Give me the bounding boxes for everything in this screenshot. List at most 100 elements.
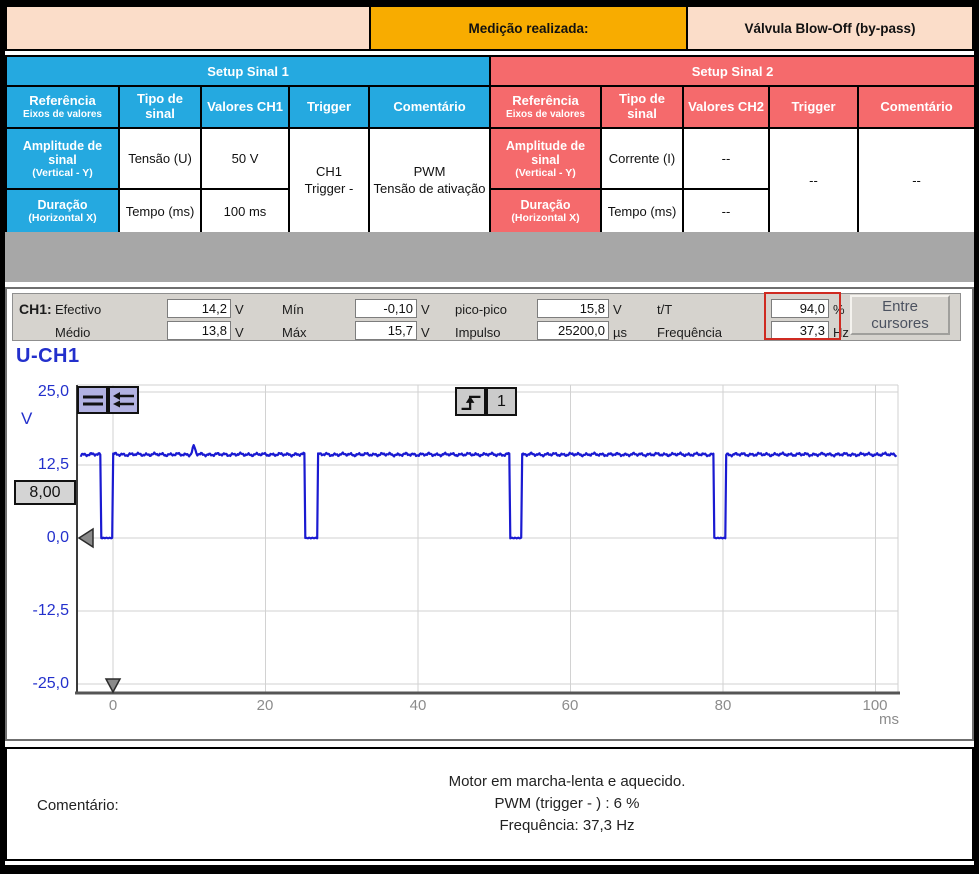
freq-label: Frequência — [657, 325, 723, 340]
measurement-label-cell: Medição realizada: — [369, 5, 688, 51]
setup2-comentario-cell: -- — [856, 127, 977, 234]
frame-left — [0, 0, 5, 874]
setup1-col-valores: Valores CH1 — [200, 85, 290, 129]
setup2-col-referencia: Referência Eixos de valores — [489, 85, 602, 129]
setup2-col-ref-main: Referência — [512, 92, 579, 108]
setup2-col-tipo: Tipo de sinal — [600, 85, 684, 129]
frame-right — [974, 0, 979, 874]
medio-value-field: 13,8 — [167, 321, 231, 340]
measurement-label: Medição realizada: — [468, 20, 589, 36]
comment-line-2: PWM (trigger - ) : 6 % — [494, 795, 640, 812]
max-value-field: 15,7 — [355, 321, 417, 340]
impulso-value-field: 25200,0 — [537, 321, 609, 340]
min-label: Mín — [282, 302, 304, 317]
trigger-channel-button[interactable]: 1 — [486, 387, 517, 416]
setup2-row2-ref-main: Duração — [520, 198, 571, 212]
x-tick-60: 60 — [561, 697, 579, 714]
setup-table-1: Setup Sinal 1 Referência Eixos de valore… — [4, 55, 492, 234]
measurement-value: Válvula Blow-Off (by-pass) — [744, 20, 916, 36]
setup1-row1-ref: Amplitude de sinal (Vertical - Y) — [5, 127, 120, 190]
setup2-row1-ref-main: Amplitude de sinal — [505, 138, 586, 167]
setup1-trigger-cell: CH1 Trigger - — [288, 127, 370, 234]
setup1-row1-ref-sub: (Vertical - Y) — [32, 166, 93, 179]
efectivo-label: Efectivo — [55, 302, 102, 317]
y-tick-12_5: 12,5 — [37, 456, 69, 473]
comment-line-3: Frequência: 37,3 Hz — [499, 817, 635, 834]
rising-edge-icon — [461, 395, 480, 410]
setup2-row1-ref-sub: (Vertical - Y) — [515, 166, 576, 179]
x-tick-40: 40 — [409, 697, 427, 714]
setup1-col-ref-sub: Eixos de valores — [23, 108, 102, 120]
x-tick-0: 0 — [108, 697, 118, 714]
frame-bottom — [0, 865, 979, 874]
y-tick-25: 25,0 — [37, 383, 69, 400]
y-axis-unit: V — [21, 409, 33, 428]
setup1-row1-ref-main: Amplitude de sinal — [22, 138, 103, 167]
setup2-row1-tipo: Corrente (I) — [600, 127, 684, 190]
setup2-title: Setup Sinal 2 — [488, 55, 977, 87]
setup1-col-tipo: Tipo de sinal — [118, 85, 202, 129]
setup1-title: Setup Sinal 1 — [4, 55, 492, 87]
frame-top — [0, 0, 979, 5]
freq-value-field: 37,3 — [771, 321, 829, 340]
setup1-col-trigger: Trigger — [288, 85, 370, 129]
entre-cursores-button[interactable]: Entre cursores — [850, 295, 950, 335]
setup2-row2-tipo: Tempo (ms) — [600, 188, 684, 234]
impulso-unit: µs — [613, 325, 627, 340]
min-value-field: -0,10 — [355, 299, 417, 318]
max-unit: V — [421, 325, 430, 340]
oscilloscope-panel: CH1: Efectivo 14,2 V Médio 13,8 V Mín -0… — [5, 287, 974, 741]
efectivo-unit: V — [235, 302, 244, 317]
setup1-row2-valor: 100 ms — [200, 188, 290, 234]
move-cursors-left-button[interactable] — [108, 386, 139, 414]
setup1-comentario-line1: PWM — [413, 163, 446, 179]
setup2-col-ref-sub: Eixos de valores — [506, 108, 585, 120]
comment-text: Motor em marcha-lenta e aquecido. PWM (t… — [347, 771, 787, 837]
horizontal-cursors-button[interactable] — [77, 386, 108, 414]
comment-line-1: Motor em marcha-lenta e aquecido. — [448, 773, 686, 790]
setup1-row2-ref-sub: (Horizontal X) — [28, 212, 97, 224]
y-tick-neg12_5: -12,5 — [32, 602, 69, 619]
x-tick-80: 80 — [714, 697, 732, 714]
setup2-col-trigger: Trigger — [768, 85, 859, 129]
setup2-trigger-cell: -- — [768, 127, 859, 234]
x-tick-20: 20 — [256, 697, 274, 714]
grid-lines — [77, 384, 899, 693]
setup1-row2-tipo: Tempo (ms) — [118, 188, 202, 234]
setup1-row1-valor: 50 V — [200, 127, 290, 190]
ground-level-marker[interactable] — [77, 527, 94, 549]
setup1-col-ref-main: Referência — [29, 92, 96, 108]
medio-label: Médio — [55, 325, 91, 340]
trigger-edge-button[interactable] — [455, 387, 486, 416]
trigger-time-marker[interactable] — [104, 678, 122, 694]
trigger-level-field[interactable]: 8,00 — [14, 480, 76, 505]
double-left-arrow-icon — [112, 392, 134, 408]
setup-table-2: Setup Sinal 2 Referência Eixos de valore… — [488, 55, 977, 234]
setup1-row1-tipo: Tensão (U) — [118, 127, 202, 190]
setup2-col-comentario: Comentário — [856, 85, 977, 129]
channel-label: CH1: — [19, 301, 52, 317]
setup1-col-referencia: Referência Eixos de valores — [5, 85, 120, 129]
setup1-comentario-line2: Tensão de ativação — [373, 180, 486, 196]
x-tick-100: 100 — [862, 697, 888, 714]
setup2-col-valores: Valores CH2 — [682, 85, 770, 129]
impulso-label: Impulso — [455, 325, 501, 340]
medio-unit: V — [235, 325, 244, 340]
comment-label: Comentário: — [37, 797, 119, 814]
tt-label: t/T — [657, 302, 673, 317]
comment-panel: Comentário: Motor em marcha-lenta e aque… — [5, 747, 974, 861]
setup2-row2-ref: Duração (Horizontal X) — [489, 188, 602, 234]
setup1-trigger-line1: CH1 — [315, 163, 342, 179]
waveform-plot — [75, 384, 900, 695]
picopico-value-field: 15,8 — [537, 299, 609, 318]
tt-value-field: 94,0 — [771, 299, 829, 318]
setup1-row2-ref-main: Duração — [37, 198, 88, 212]
tt-unit: % — [833, 302, 845, 317]
max-label: Máx — [282, 325, 307, 340]
x-axis-unit: ms — [879, 711, 899, 728]
ch1-waveform-trace — [79, 444, 898, 540]
setup1-comentario-cell: PWM Tensão de ativação — [367, 127, 492, 234]
setup1-col-comentario: Comentário — [367, 85, 492, 129]
measurement-value-cell: Válvula Blow-Off (by-pass) — [686, 5, 974, 51]
